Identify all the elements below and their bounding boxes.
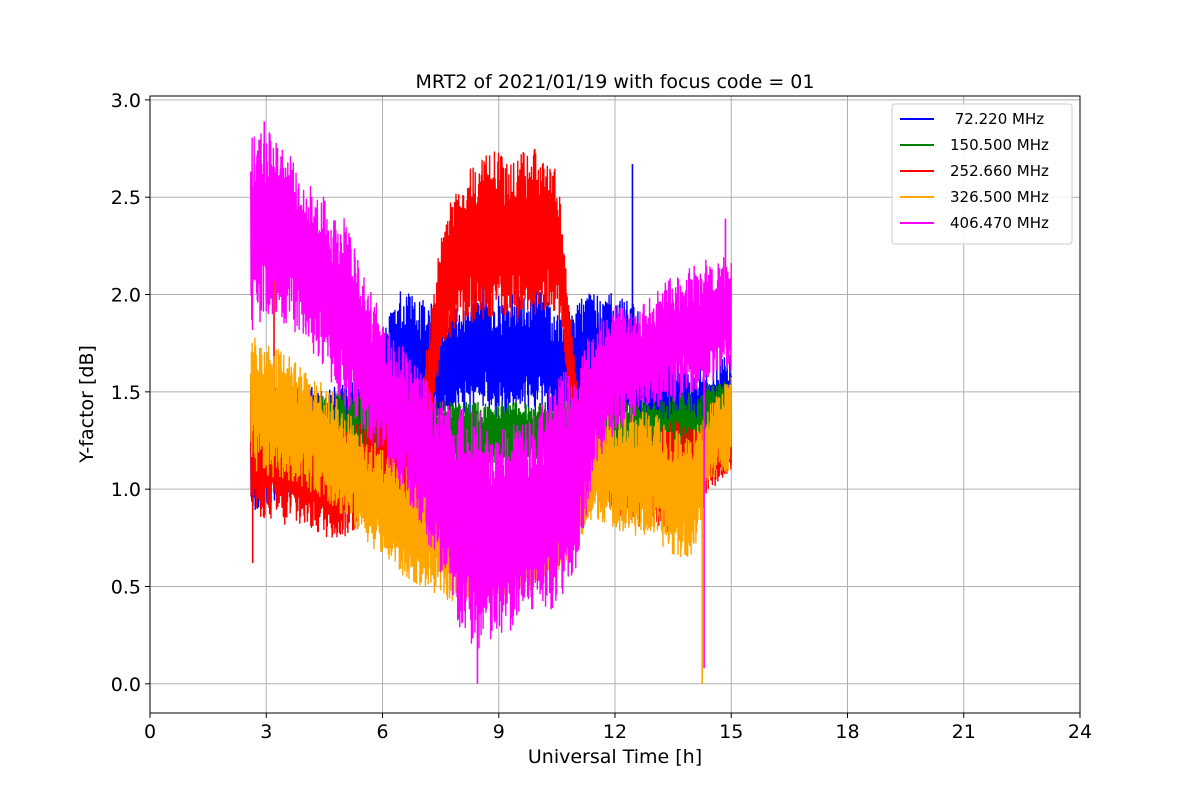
x-axis-title: Universal Time [h] xyxy=(528,746,702,768)
x-tick-label: 12 xyxy=(603,721,627,743)
x-tick-label: 0 xyxy=(144,721,156,743)
chart-title: MRT2 of 2021/01/19 with focus code = 01 xyxy=(416,71,815,93)
y-tick-label: 1.5 xyxy=(111,382,141,404)
legend-box xyxy=(891,103,1073,245)
series-5 xyxy=(250,121,732,684)
ticks: 0 3 6 9 12 15 18 21 24 0.0 0.5 1.0 1.5 2.0 2.5 3.0 xyxy=(111,90,1092,743)
x-tick-label: 3 xyxy=(260,721,272,743)
legend: 72.220 MHz 150.500 MHz 252.660 MHz 326.500 … xyxy=(891,103,1073,245)
y-tick-label: 3.0 xyxy=(111,90,141,112)
y-tick-label: 1.0 xyxy=(111,479,141,501)
legend-label: 326.500 MHz xyxy=(950,188,1049,206)
y-axis-title: Y-factor [dB] xyxy=(76,345,98,464)
legend-label: 72.220 MHz xyxy=(950,110,1044,128)
x-tick-label: 21 xyxy=(952,721,976,743)
x-tick-label: 15 xyxy=(719,721,743,743)
legend-label: 150.500 MHz xyxy=(950,136,1049,154)
y-tick-label: 0.0 xyxy=(111,674,141,696)
y-tick-label: 2.5 xyxy=(111,187,141,209)
x-tick-label: 24 xyxy=(1068,721,1092,743)
x-tick-label: 6 xyxy=(376,721,388,743)
y-tick-label: 2.0 xyxy=(111,285,141,307)
series-area xyxy=(250,121,732,684)
y-tick-label: 0.5 xyxy=(111,576,141,598)
legend-label: 252.660 MHz xyxy=(950,162,1049,180)
x-tick-label: 9 xyxy=(493,721,505,743)
x-tick-label: 18 xyxy=(835,721,859,743)
series-trace xyxy=(250,131,732,649)
legend-label: 406.470 MHz xyxy=(950,214,1049,232)
